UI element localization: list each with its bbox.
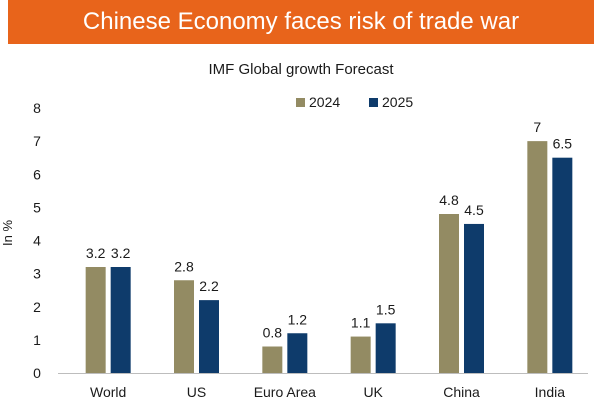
data-label: 1.5 [376,301,396,317]
x-tick-label: Euro Area [254,384,316,400]
data-label: 3.2 [111,245,131,261]
bar-2024-china [439,214,459,373]
bar-chart: IMF Global growth Forecast In % 0 1 2 3 4 5 6 7 8 3… [0,61,588,400]
banner-title: Chinese Economy faces risk of trade war [82,8,520,35]
bar-2025-china [464,223,484,373]
chart-title: IMF Global growth Forecast [208,61,394,78]
bar-2024-world [85,267,106,373]
y-tick-label: 1 [33,332,41,348]
data-label: 0.8 [263,325,283,341]
bar-2024-us [174,280,194,373]
x-tick-label: China [443,384,480,400]
x-tick-label: UK [363,384,383,400]
y-tick-label: 4 [33,233,41,249]
data-label: 4.5 [464,202,484,218]
data-label: 4.8 [439,192,459,208]
bar-2025-us [199,300,219,373]
data-label: 7 [533,119,541,135]
bar-2024-uk [350,336,371,373]
title-banner: Chinese Economy faces risk of trade war [8,0,594,44]
data-label: 3.2 [86,245,106,261]
y-tick-label: 3 [33,266,41,282]
data-label: 1.2 [288,311,308,327]
y-axis-label: In % [0,220,15,246]
y-tick-label: 6 [33,166,41,182]
x-tick-label: India [535,384,566,400]
bar-2025-india [552,157,573,373]
data-label: 2.2 [199,278,219,294]
bar-2025-world [110,267,131,373]
legend-label-2025: 2025 [382,94,413,110]
data-label: 6.5 [553,136,573,152]
legend-swatch-2025 [369,98,378,107]
y-tick-label: 8 [33,100,41,116]
data-label: 1.1 [351,315,371,331]
y-tick-label: 0 [33,365,41,381]
y-tick-label: 5 [33,199,41,215]
legend-swatch-2024 [296,98,305,107]
bar-2025-euro-area [287,333,308,373]
x-tick-label: US [187,384,206,400]
y-tick-label: 2 [33,299,41,315]
y-tick-label: 7 [33,133,41,149]
data-label: 2.8 [174,258,194,274]
bar-2024-india [527,141,548,373]
legend-label-2024: 2024 [309,94,340,110]
x-tick-label: World [90,384,126,400]
bar-2024-euro-area [262,346,283,373]
bar-2025-uk [375,323,396,373]
